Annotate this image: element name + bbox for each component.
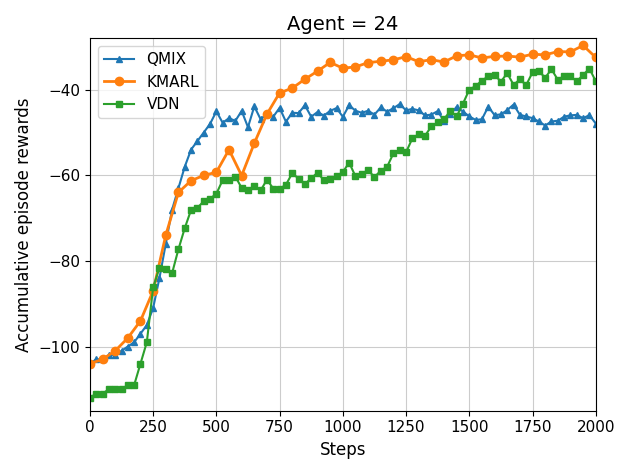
QMIX [592, 121, 600, 127]
KMARL [276, 90, 284, 96]
KMARL [478, 55, 486, 61]
KMARL [226, 147, 233, 153]
KMARL [124, 335, 132, 341]
KMARL [86, 361, 94, 366]
KMARL [529, 51, 536, 57]
Line: KMARL: KMARL [86, 41, 600, 368]
KMARL [352, 64, 359, 70]
KMARL [263, 111, 271, 117]
KMARL [162, 232, 169, 238]
KMARL [314, 68, 321, 74]
VDN [592, 78, 600, 84]
VDN [403, 149, 410, 155]
QMIX [503, 107, 511, 113]
VDN [541, 75, 549, 81]
QMIX [547, 118, 555, 124]
KMARL [200, 173, 207, 178]
KMARL [592, 55, 600, 60]
KMARL [175, 190, 182, 195]
KMARL [403, 54, 410, 60]
VDN [522, 82, 530, 88]
Legend: QMIX, KMARL, VDN: QMIX, KMARL, VDN [98, 46, 205, 118]
X-axis label: Steps: Steps [319, 441, 366, 459]
VDN [86, 395, 94, 401]
Line: VDN: VDN [86, 65, 599, 401]
VDN [364, 167, 372, 173]
QMIX [364, 108, 372, 114]
KMARL [415, 59, 423, 64]
KMARL [112, 348, 119, 354]
KMARL [99, 356, 106, 362]
KMARL [212, 169, 220, 175]
KMARL [251, 140, 258, 146]
KMARL [187, 178, 195, 183]
KMARL [364, 60, 372, 65]
QMIX [466, 113, 473, 119]
KMARL [491, 54, 498, 59]
KMARL [541, 52, 549, 58]
KMARL [566, 49, 574, 55]
QMIX [396, 101, 403, 107]
VDN [586, 66, 593, 72]
Title: Agent = 24: Agent = 24 [287, 15, 399, 34]
VDN [497, 79, 505, 84]
KMARL [580, 43, 587, 48]
KMARL [149, 288, 157, 294]
KMARL [289, 85, 296, 91]
QMIX [409, 106, 416, 112]
KMARL [554, 49, 561, 55]
KMARL [339, 65, 346, 71]
KMARL [137, 318, 144, 324]
KMARL [301, 76, 309, 82]
QMIX [86, 361, 94, 366]
KMARL [389, 57, 397, 63]
KMARL [377, 58, 384, 64]
KMARL [326, 60, 334, 65]
VDN [459, 101, 467, 107]
KMARL [466, 52, 473, 58]
Y-axis label: Accumulative episode rewards: Accumulative episode rewards [15, 97, 33, 352]
KMARL [516, 54, 524, 60]
QMIX [529, 115, 536, 121]
KMARL [440, 59, 448, 65]
KMARL [238, 173, 246, 179]
KMARL [503, 53, 511, 59]
KMARL [453, 53, 461, 59]
KMARL [428, 57, 435, 63]
Line: QMIX: QMIX [87, 101, 598, 366]
